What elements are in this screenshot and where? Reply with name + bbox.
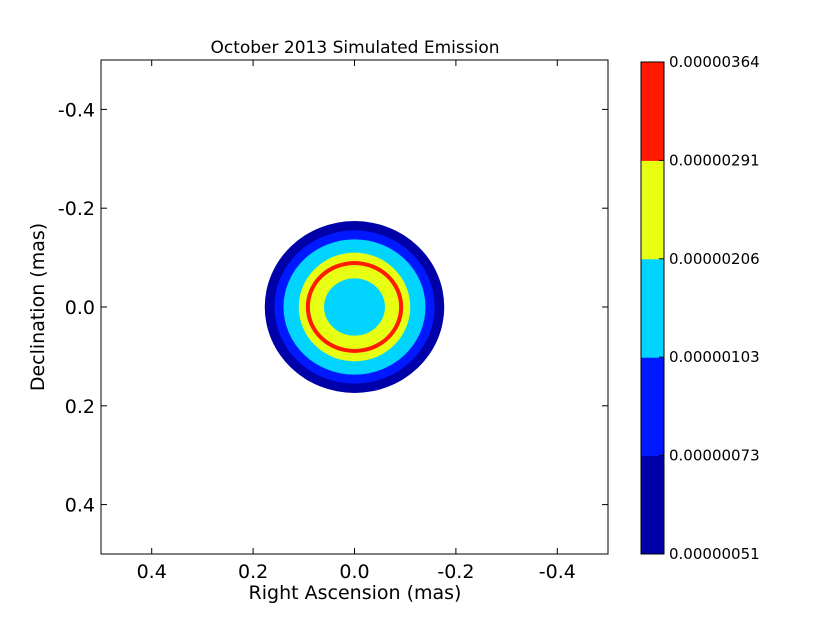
colorbar-tick-label: 0.00000073 — [669, 447, 760, 465]
chart-title: October 2013 Simulated Emission — [210, 38, 499, 58]
y-axis-ticks: -0.4 -0.2 0.0 0.2 0.4 — [58, 99, 608, 517]
y-tick-label: 0.0 — [65, 297, 95, 319]
y-tick-label: 0.2 — [65, 396, 95, 418]
colorbar-tick-label: 0.00000206 — [669, 250, 760, 268]
contour-level-6 — [324, 278, 385, 336]
y-axis-label: Declination (mas) — [27, 223, 49, 391]
colorbar-frame — [640, 61, 665, 555]
colorbar-band — [641, 455, 664, 555]
colorbar-band — [641, 357, 664, 457]
colorbar-tick-label: 0.00000291 — [669, 151, 760, 169]
y-tick-label: 0.4 — [65, 495, 95, 517]
colorbar-band — [641, 62, 664, 161]
colorbar-tick-label: 0.00000103 — [669, 348, 760, 366]
colorbar-band — [641, 258, 664, 358]
x-tick-label: -0.2 — [437, 561, 474, 583]
colorbar-band — [641, 160, 664, 260]
y-tick-label: -0.2 — [58, 198, 95, 220]
colorbar-tick-label: 0.00000051 — [669, 545, 760, 563]
colorbar: 0.00000051 0.00000073 0.00000103 0.00000206… — [640, 53, 760, 563]
x-axis-label: Right Ascension (mas) — [249, 582, 462, 604]
x-tick-label: 0.2 — [238, 561, 268, 583]
x-tick-label: 0.4 — [137, 561, 167, 583]
x-axis-ticks: 0.4 0.2 0.0 -0.2 -0.4 — [137, 60, 576, 583]
x-tick-label: -0.4 — [539, 561, 576, 583]
y-tick-label: -0.4 — [58, 99, 95, 121]
colorbar-tick-label: 0.00000364 — [669, 53, 760, 71]
contour-layer — [264, 221, 445, 393]
x-tick-label: 0.0 — [339, 561, 369, 583]
